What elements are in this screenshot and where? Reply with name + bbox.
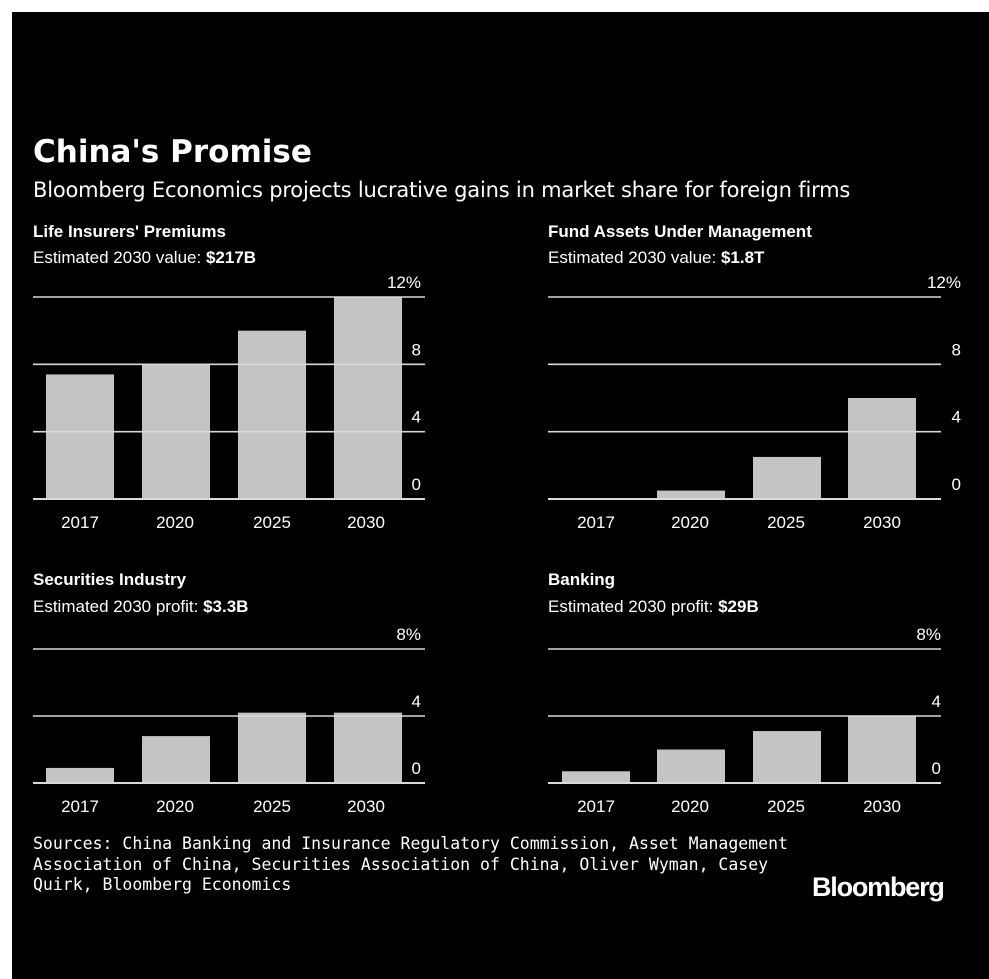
bar-2020 [142,736,210,783]
panel-subtitle-life-insurers: Estimated 2030 value: $217B [33,248,256,268]
bloomberg-logo: Bloomberg [812,872,945,902]
x-tick-label: 2017 [61,797,99,816]
panel-subtitle-securities: Estimated 2030 profit: $3.3B [33,597,248,617]
bar-2025 [753,731,821,783]
x-tick-label: 2020 [671,797,709,816]
sources-note: Sources: China Banking and Insurance Reg… [33,834,788,894]
panel-title-banking: Banking [548,570,616,589]
bar-2017 [46,374,114,499]
x-tick-label: 2020 [671,513,709,532]
y-tick-label: 0 [412,475,421,494]
x-tick-label: 2025 [253,797,291,816]
bar-2025 [238,712,306,783]
panel-title-securities: Securities Industry [33,570,187,589]
x-tick-label: 2020 [156,513,194,532]
x-tick-label: 2030 [863,797,901,816]
bar-2017 [562,771,630,783]
x-tick-label: 2017 [577,797,615,816]
x-tick-label: 2025 [767,513,805,532]
chart-subtitle: Bloomberg Economics projects lucrative g… [33,178,851,202]
x-tick-label: 2017 [61,513,99,532]
x-tick-label: 2025 [253,513,291,532]
panel-title-fund-assets: Fund Assets Under Management [548,222,812,241]
y-tick-label: 8 [952,340,961,359]
bar-2030 [848,716,916,783]
subtitle-prefix: Estimated 2030 value: [548,248,721,267]
y-tick-label: 0 [932,759,941,778]
y-tick-label: 12% [927,273,961,292]
bar-2025 [753,456,821,499]
bar-2030 [334,712,402,783]
subtitle-prefix: Estimated 2030 value: [33,248,206,267]
subtitle-prefix: Estimated 2030 profit: [33,597,204,616]
subtitle-value: $3.3B [203,597,249,616]
subtitle-value: $29B [718,597,759,616]
chart-title: China's Promise [33,134,312,170]
y-tick-label: 8% [916,625,941,644]
subtitle-value: $1.8T [720,248,765,267]
y-tick-label: 12% [387,273,421,292]
y-tick-label: 4 [412,692,421,711]
bar-2020 [657,749,725,783]
y-tick-label: 4 [412,408,421,427]
x-tick-label: 2030 [347,513,385,532]
bar-2030 [334,297,402,499]
y-tick-label: 0 [952,475,961,494]
x-tick-label: 2020 [156,797,194,816]
x-tick-label: 2030 [863,513,901,532]
y-tick-label: 4 [952,408,961,427]
y-tick-label: 8% [396,625,421,644]
bar-2030 [848,398,916,499]
x-tick-label: 2030 [347,797,385,816]
y-tick-label: 0 [412,759,421,778]
panel-title-life-insurers: Life Insurers' Premiums [33,222,227,241]
x-tick-label: 2025 [767,797,805,816]
x-tick-label: 2017 [577,513,615,532]
bar-2025 [238,330,306,499]
panel-subtitle-fund-assets: Estimated 2030 value: $1.8T [548,248,764,268]
subtitle-prefix: Estimated 2030 profit: [548,597,719,616]
subtitle-value: $217B [205,248,257,267]
y-tick-label: 4 [932,692,941,711]
bar-2017 [46,767,114,783]
panel-subtitle-banking: Estimated 2030 profit: $29B [548,597,759,617]
bar-2020 [657,490,725,499]
y-tick-label: 8 [412,340,421,359]
